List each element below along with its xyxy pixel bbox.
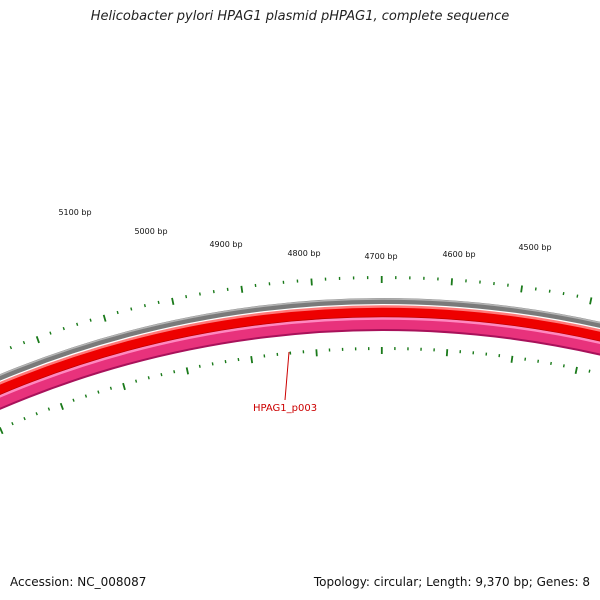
gene-HPAG1_p003-arc-shadow [0, 329, 600, 410]
outer-tick-major [520, 285, 523, 293]
inner-tick-major [185, 367, 189, 375]
inner-tick-minor [97, 390, 100, 394]
inner-tick-minor [562, 364, 565, 368]
inner-tick-minor [84, 394, 88, 398]
inner-tick-major [0, 427, 4, 435]
outer-tick-minor [89, 318, 92, 322]
tick-label-5100: 5100 bp [58, 208, 91, 217]
gene-label-HPAG1_p003[interactable]: HPAG1_p003 [253, 403, 317, 414]
gene-label-leader-line [284, 351, 290, 401]
forward-feature-ring[interactable] [0, 306, 600, 496]
outer-tick-minor [143, 303, 146, 308]
inner-tick-minor [173, 370, 176, 374]
tick-label-5000: 5000 bp [134, 227, 167, 236]
inner-tick-minor [35, 412, 38, 416]
inner-tick-minor [160, 373, 163, 377]
outer-tick-major [102, 314, 107, 322]
outer-tick-minor [22, 340, 26, 345]
outer-tick-minor [9, 345, 13, 350]
outer-tick-minor [130, 307, 133, 311]
outer-tick-minor [185, 295, 188, 299]
inner-tick-major [59, 402, 64, 411]
inner-tick-minor [47, 407, 51, 411]
inner-tick-major [250, 356, 254, 364]
inner-tick-minor [224, 360, 227, 364]
outer-tick-minor [76, 322, 79, 326]
outer-tick-minor [49, 331, 52, 335]
tick-label-4800: 4800 bp [287, 249, 320, 258]
map-title: Helicobacter pylori HPAG1 plasmid pHPAG1… [90, 9, 510, 24]
inner-tick-minor [23, 416, 26, 421]
gene-HPAG1_p003-arc-edge [0, 317, 600, 398]
backbone-ring [0, 298, 600, 381]
inner-tick-marks [0, 346, 591, 435]
outer-tick-minor [157, 300, 160, 305]
backbone-ring-highlight [0, 298, 600, 377]
inner-tick-minor [550, 361, 552, 366]
outer-tick-major [589, 297, 593, 305]
outer-tick-minor [562, 291, 565, 296]
accession-label: Accession: NC_008087 [10, 575, 147, 589]
outer-tick-major [171, 297, 175, 306]
outer-tick-major [35, 336, 40, 344]
inner-tick-minor [588, 369, 591, 373]
gene-HPAG1_p003-arc[interactable] [0, 317, 600, 506]
outer-tick-minor [62, 326, 65, 331]
outer-tick-minor [212, 290, 215, 294]
outer-tick-major [240, 285, 244, 293]
forward-feature-ring-edge [0, 305, 600, 385]
tick-label-4600: 4600 bp [442, 250, 475, 259]
inner-tick-major [574, 366, 578, 374]
outer-tick-marks [9, 275, 593, 350]
tick-label-4700: 4700 bp [364, 252, 397, 261]
inner-tick-minor [198, 364, 201, 368]
tick-label-4500: 4500 bp [518, 243, 551, 252]
inner-tick-minor [211, 362, 214, 366]
outer-tick-minor [198, 292, 201, 296]
inner-tick-minor [135, 379, 138, 383]
inner-tick-minor [11, 421, 14, 426]
inner-tick-minor [147, 376, 150, 380]
inner-tick-major [122, 382, 126, 391]
outer-tick-minor [576, 294, 579, 298]
topology-summary: Topology: circular; Length: 9,370 bp; Ge… [313, 575, 590, 589]
inner-tick-major [510, 355, 514, 363]
inner-tick-minor [72, 398, 75, 402]
tick-labels: 5100 bp 5000 bp 4900 bp 4800 bp 4700 bp … [58, 208, 551, 261]
tick-label-4900: 4900 bp [209, 240, 242, 249]
outer-tick-minor [116, 310, 119, 315]
inner-tick-minor [109, 386, 113, 390]
